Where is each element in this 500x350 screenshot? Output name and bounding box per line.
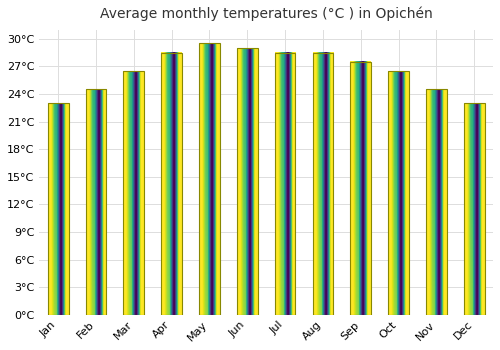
Title: Average monthly temperatures (°C ) in Opichén: Average monthly temperatures (°C ) in Op… [100, 7, 432, 21]
Bar [350, 62, 371, 315]
Bar [388, 71, 409, 315]
Bar [162, 52, 182, 315]
Bar [464, 103, 484, 315]
Bar [86, 89, 106, 315]
Bar [426, 89, 446, 315]
Bar [48, 103, 68, 315]
Bar [274, 52, 295, 315]
Bar [237, 48, 258, 315]
Bar [312, 52, 334, 315]
Bar [199, 43, 220, 315]
Bar [124, 71, 144, 315]
